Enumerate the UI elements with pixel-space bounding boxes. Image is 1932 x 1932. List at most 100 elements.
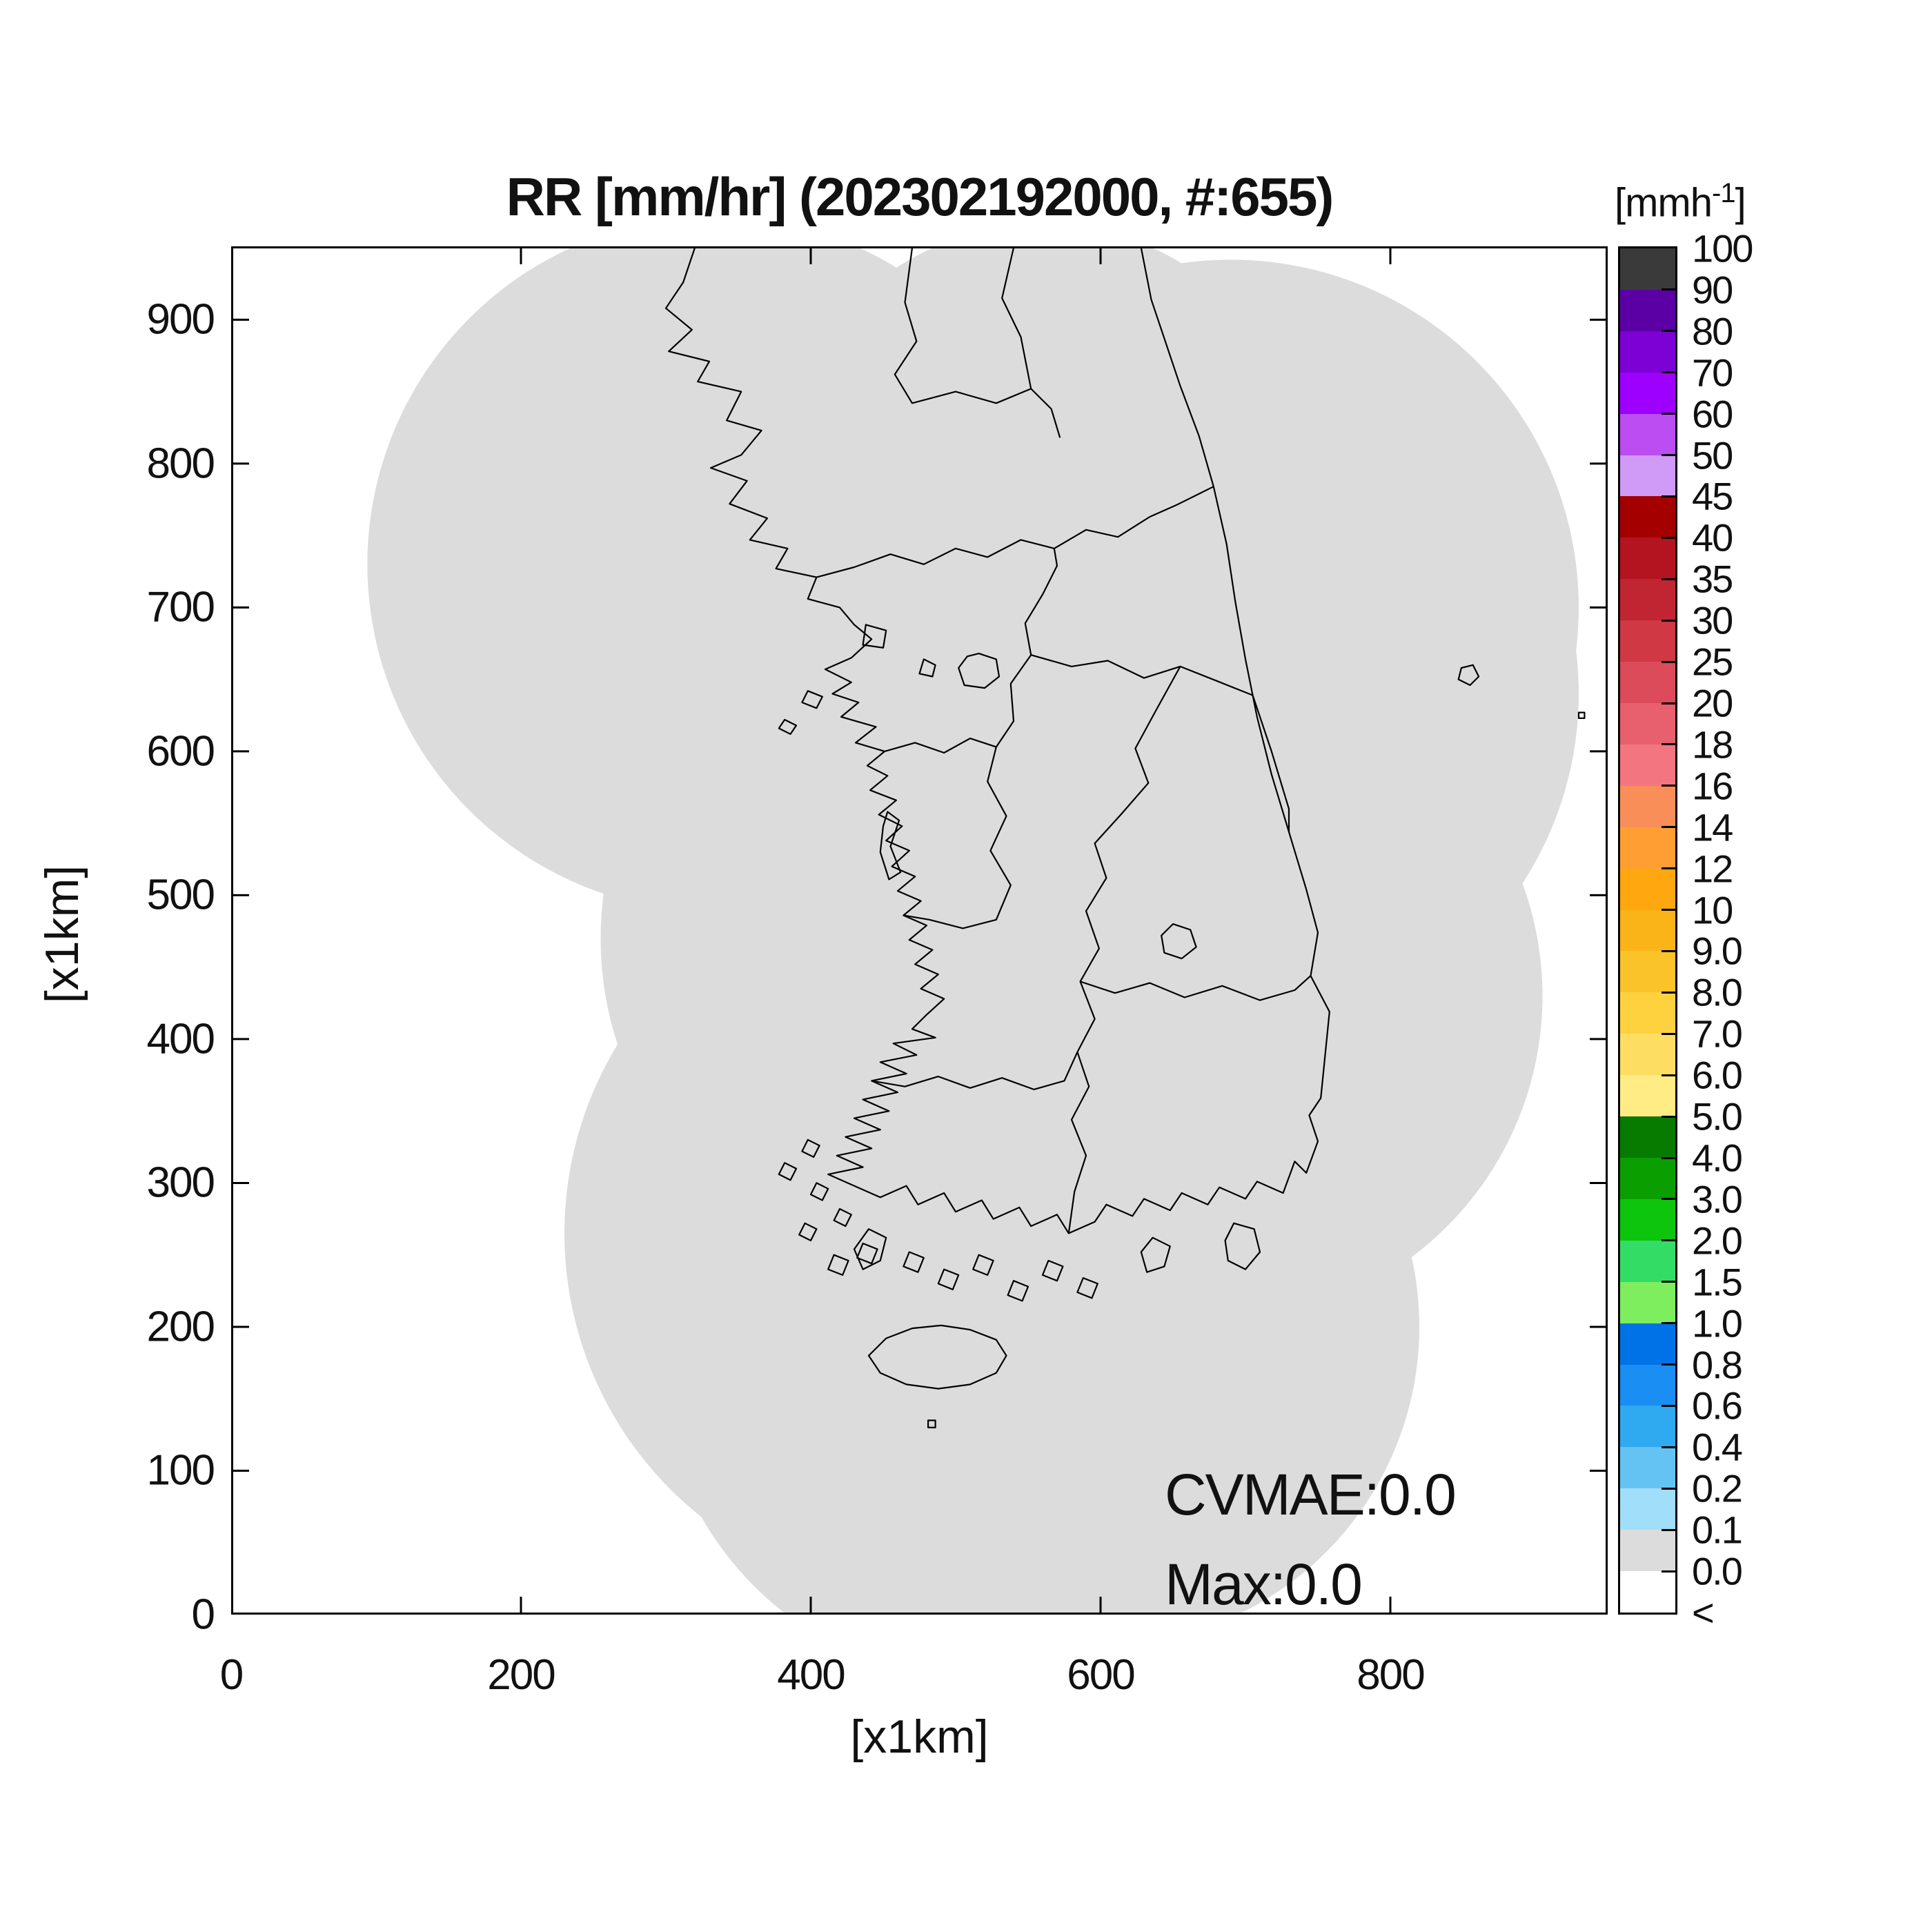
- island-outline: [1007, 1280, 1029, 1302]
- colorbar-tick-label: 90: [1692, 268, 1733, 312]
- colorbar-tick-label: 3.0: [1692, 1177, 1743, 1221]
- colorbar-segment: [1620, 579, 1675, 621]
- colorbar-tick-label: 60: [1692, 392, 1733, 436]
- x-tick-label: 200: [487, 1651, 555, 1699]
- colorbar-tick-label: 2.0: [1692, 1219, 1743, 1263]
- coastline-path: [816, 486, 1214, 578]
- x-tick-label: 400: [777, 1651, 845, 1699]
- colorbar: [1618, 246, 1677, 1615]
- coastline-path: [1001, 247, 1032, 389]
- colorbar-tick: [1662, 1404, 1675, 1407]
- colorbar-tick-label: 5.0: [1692, 1094, 1743, 1138]
- island-outline: [937, 1268, 960, 1290]
- colorbar-tick-label: 45: [1692, 474, 1733, 518]
- y-tick-label: 400: [146, 1015, 215, 1063]
- colorbar-tick: [1662, 619, 1675, 622]
- colorbar-segment: [1620, 620, 1675, 662]
- colorbar-tick-label: 30: [1692, 598, 1733, 642]
- island-outline: [903, 1251, 925, 1273]
- y-tick-label: 0: [191, 1590, 215, 1639]
- island-outline: [801, 690, 823, 709]
- coastline-path: [1030, 654, 1290, 832]
- colorbar-tick-label: 8.0: [1692, 970, 1743, 1014]
- colorbar-tick: [1662, 288, 1675, 291]
- island-outline: [1076, 1277, 1098, 1299]
- colorbar-tick: [1662, 826, 1675, 829]
- colorbar-segment: [1620, 1364, 1675, 1406]
- colorbar-tick: [1662, 495, 1675, 497]
- island-outline: [1577, 711, 1586, 719]
- island-outline: [827, 1254, 849, 1276]
- colorbar-tick: [1662, 1032, 1675, 1035]
- colorbar-segment: [1620, 538, 1675, 580]
- island-outline: [867, 1324, 1007, 1390]
- colorbar-segment: [1620, 1158, 1675, 1200]
- colorbar-tick-label: 20: [1692, 681, 1733, 725]
- island-outline: [778, 718, 798, 735]
- colorbar-tick: [1662, 371, 1675, 374]
- colorbar-tick-label: 100: [1692, 226, 1753, 270]
- colorbar-segment: [1620, 785, 1675, 828]
- colorbar-tick-label: 0.2: [1692, 1466, 1743, 1510]
- x-tick-label: 600: [1067, 1651, 1135, 1699]
- colorbar-tick-label: 18: [1692, 722, 1733, 767]
- island-outline: [958, 653, 1000, 689]
- coastline-path: [903, 747, 1012, 929]
- colorbar-tick: [1662, 1363, 1675, 1366]
- colorbar-tick: [1662, 1156, 1675, 1159]
- island-outline: [918, 658, 936, 678]
- island-outline: [927, 1419, 936, 1428]
- coastline-path: [664, 247, 1330, 1234]
- colorbar-segment: [1620, 1447, 1675, 1489]
- colorbar-segment: [1620, 413, 1675, 456]
- plot-border: [231, 246, 1608, 1615]
- colorbar-tick-label: 4.0: [1692, 1136, 1743, 1180]
- island-outline: [1457, 664, 1480, 687]
- colorbar-tick-label: 0.0: [1692, 1549, 1743, 1593]
- colorbar-tick: [1662, 454, 1675, 457]
- colorbar-tick-label: 7.0: [1692, 1012, 1743, 1056]
- colorbar-tick: [1662, 1487, 1675, 1490]
- y-tick-label: 200: [146, 1303, 215, 1351]
- colorbar-segment: [1620, 1199, 1675, 1241]
- axis-ticks: [231, 246, 1608, 1615]
- island-outline: [801, 1138, 820, 1158]
- x-tick-label: 0: [219, 1651, 244, 1699]
- colorbar-unit-label: [mmh-1]: [1615, 178, 1746, 226]
- y-tick-label: 100: [146, 1446, 215, 1495]
- colorbar-tick: [1662, 578, 1675, 580]
- coastline-path: [1067, 666, 1181, 1234]
- coastline-path: [894, 247, 1061, 438]
- colorbar-tick-label: 0.4: [1692, 1425, 1743, 1469]
- x-axis-label: [x1km]: [850, 1711, 989, 1763]
- island-outline: [833, 1208, 852, 1228]
- colorbar-segment: [1620, 289, 1675, 332]
- colorbar-segment: [1620, 827, 1675, 869]
- island-outline: [778, 1162, 798, 1181]
- colorbar-segment: [1620, 496, 1675, 538]
- colorbar-segment: [1620, 1571, 1675, 1613]
- colorbar-tick: [1662, 1074, 1675, 1076]
- colorbar-tick: [1662, 867, 1675, 870]
- colorbar-tick-label: 50: [1692, 433, 1733, 477]
- y-tick-label: 800: [146, 440, 215, 488]
- cvmae-annotation: CVMAE:0.0: [1165, 1462, 1457, 1527]
- colorbar-tick: [1662, 1281, 1675, 1283]
- max-annotation: Max:0.0: [1165, 1552, 1363, 1617]
- island-outline: [853, 1228, 887, 1270]
- colorbar-tick-label: 16: [1692, 764, 1733, 808]
- island-outline: [879, 811, 902, 880]
- colorbar-segment: [1620, 909, 1675, 952]
- colorbar-segment: [1620, 951, 1675, 993]
- y-tick-label: 600: [146, 727, 215, 776]
- colorbar-segment: [1620, 703, 1675, 745]
- colorbar-tick-label: 70: [1692, 351, 1733, 395]
- colorbar-segment: [1620, 1530, 1675, 1572]
- colorbar-tick: [1662, 1239, 1675, 1242]
- colorbar-tick-label: 1.5: [1692, 1260, 1743, 1304]
- page-title: RR [mm/hr] (202302192000, #:655): [506, 166, 1334, 227]
- colorbar-segment: [1620, 1034, 1675, 1076]
- colorbar-tick-label: 6.0: [1692, 1053, 1743, 1097]
- colorbar-tick: [1662, 1322, 1675, 1325]
